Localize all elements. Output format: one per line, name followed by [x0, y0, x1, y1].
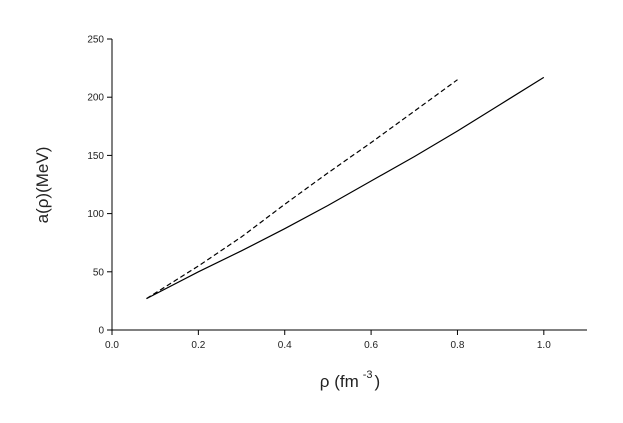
x-tick-label: 0.8 — [451, 340, 465, 351]
x-axis-label-end: ) — [375, 372, 381, 391]
x-tick-label: 0.6 — [364, 340, 378, 351]
x-axis-label: ρ (fm -3) — [320, 369, 380, 391]
x-tick-label: 0.0 — [105, 340, 119, 351]
x-axis-label-main: ρ (fm — [320, 372, 359, 391]
x-tick-label: 0.2 — [191, 340, 205, 351]
y-tick-label: 250 — [87, 35, 104, 46]
y-tick-label: 100 — [87, 209, 104, 220]
data-line — [146, 79, 458, 300]
y-tick-label: 200 — [87, 93, 104, 104]
x-tick-label: 1.0 — [537, 340, 551, 351]
x-tick-label: 0.4 — [278, 340, 292, 351]
y-tick-label: 0 — [98, 326, 104, 337]
y-tick-label: 150 — [87, 151, 104, 162]
x-axis-label-exponent: -3 — [363, 369, 373, 381]
data-line — [146, 76, 545, 300]
y-axis-label: a(ρ)(MeV) — [33, 147, 52, 224]
y-tick-label: 50 — [93, 267, 105, 278]
